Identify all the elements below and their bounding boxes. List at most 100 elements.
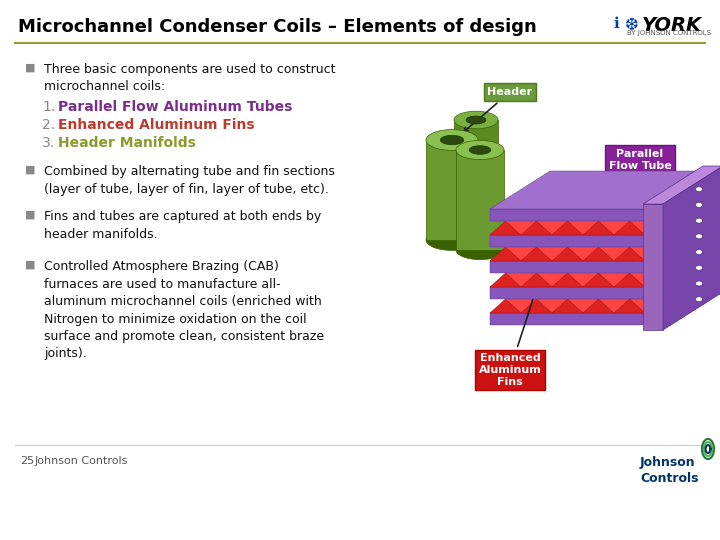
Ellipse shape (657, 258, 662, 261)
Ellipse shape (671, 248, 676, 252)
Polygon shape (521, 247, 552, 261)
Ellipse shape (693, 287, 698, 291)
Text: 1.: 1. (42, 100, 55, 114)
Polygon shape (521, 221, 552, 235)
Polygon shape (629, 280, 675, 313)
Polygon shape (645, 275, 705, 325)
Polygon shape (490, 221, 521, 235)
Ellipse shape (685, 266, 690, 269)
Ellipse shape (693, 183, 698, 186)
Polygon shape (536, 228, 582, 261)
Ellipse shape (678, 296, 683, 300)
Polygon shape (567, 228, 613, 261)
Ellipse shape (696, 218, 703, 223)
Polygon shape (614, 299, 645, 313)
Ellipse shape (685, 239, 690, 243)
Ellipse shape (678, 244, 683, 247)
Text: ■: ■ (25, 260, 35, 270)
Polygon shape (552, 273, 583, 287)
Polygon shape (645, 249, 705, 299)
Ellipse shape (696, 296, 703, 302)
Ellipse shape (657, 309, 662, 313)
Polygon shape (521, 273, 552, 287)
Text: 3.: 3. (42, 136, 55, 150)
Polygon shape (643, 166, 720, 204)
Ellipse shape (678, 218, 683, 221)
Ellipse shape (696, 202, 703, 207)
Polygon shape (490, 171, 705, 209)
Ellipse shape (693, 209, 698, 212)
Polygon shape (521, 299, 552, 313)
Polygon shape (614, 221, 645, 235)
Polygon shape (552, 221, 583, 235)
Polygon shape (536, 254, 582, 287)
Text: BY JOHNSON CONTROLS: BY JOHNSON CONTROLS (627, 30, 711, 36)
Polygon shape (629, 228, 675, 261)
Polygon shape (629, 254, 675, 287)
Polygon shape (490, 249, 705, 287)
Polygon shape (490, 313, 645, 325)
Text: ■: ■ (25, 165, 35, 175)
Ellipse shape (678, 270, 683, 273)
Polygon shape (505, 280, 551, 313)
Polygon shape (490, 299, 521, 313)
Polygon shape (536, 202, 582, 235)
Polygon shape (614, 247, 645, 261)
Bar (456, 150, 504, 250)
Polygon shape (490, 275, 705, 313)
Ellipse shape (664, 279, 669, 282)
Ellipse shape (696, 249, 703, 254)
Text: Johnson Controls: Johnson Controls (35, 456, 128, 466)
Polygon shape (567, 202, 613, 235)
Text: Johnson
Controls: Johnson Controls (640, 456, 698, 485)
Polygon shape (490, 273, 521, 287)
Ellipse shape (664, 201, 669, 205)
Polygon shape (490, 197, 705, 235)
Polygon shape (645, 197, 705, 247)
Ellipse shape (685, 213, 690, 217)
FancyBboxPatch shape (624, 12, 706, 40)
Polygon shape (552, 299, 583, 313)
Ellipse shape (671, 274, 676, 278)
Ellipse shape (426, 230, 478, 251)
Ellipse shape (456, 140, 504, 160)
Text: ℹ: ℹ (614, 16, 620, 31)
Text: Fins and tubes are captured at both ends by
header manifolds.: Fins and tubes are captured at both ends… (44, 210, 321, 240)
Polygon shape (490, 247, 521, 261)
Ellipse shape (456, 240, 504, 260)
Polygon shape (505, 202, 551, 235)
Ellipse shape (693, 261, 698, 265)
Polygon shape (645, 223, 705, 273)
Ellipse shape (441, 136, 464, 145)
Ellipse shape (696, 234, 703, 239)
Text: Parallel Flow Aluminum Tubes: Parallel Flow Aluminum Tubes (58, 100, 292, 114)
Ellipse shape (454, 201, 498, 219)
Ellipse shape (693, 235, 698, 238)
Ellipse shape (657, 232, 662, 235)
Ellipse shape (671, 197, 676, 200)
Ellipse shape (454, 111, 498, 129)
Polygon shape (645, 171, 705, 221)
Ellipse shape (469, 146, 491, 154)
Polygon shape (598, 254, 644, 287)
Bar (454, 120, 498, 210)
Text: Header: Header (464, 87, 533, 132)
Ellipse shape (664, 253, 669, 256)
Ellipse shape (696, 265, 703, 271)
Ellipse shape (671, 222, 676, 226)
Ellipse shape (466, 116, 486, 124)
Text: ❆: ❆ (625, 16, 639, 34)
Polygon shape (490, 287, 645, 299)
Polygon shape (598, 228, 644, 261)
Text: 25: 25 (20, 456, 34, 466)
Bar (426, 140, 478, 240)
Polygon shape (505, 228, 551, 261)
Ellipse shape (696, 187, 703, 192)
Text: Microchannel Condenser Coils – Elements of design: Microchannel Condenser Coils – Elements … (18, 18, 536, 36)
Text: Three basic components are used to construct
microchannel coils:: Three basic components are used to const… (44, 63, 336, 93)
Polygon shape (505, 254, 551, 287)
Ellipse shape (685, 187, 690, 191)
Polygon shape (552, 247, 583, 261)
Polygon shape (598, 202, 644, 235)
Text: YORK: YORK (642, 16, 702, 35)
